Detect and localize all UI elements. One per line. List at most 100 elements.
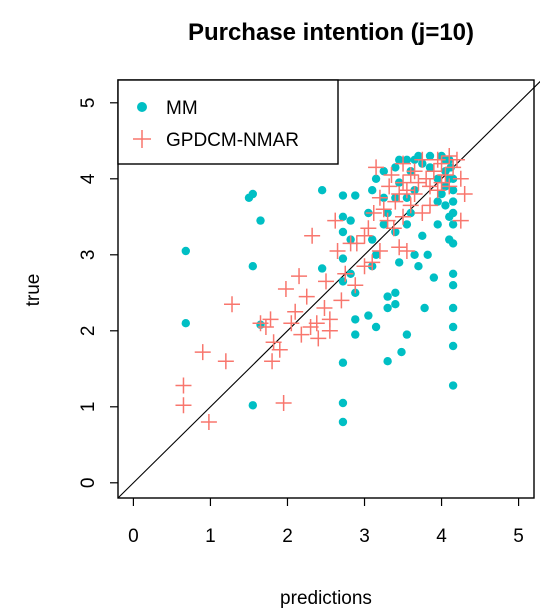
gpdcm-nmar-point: [418, 170, 435, 187]
mm-point: [391, 288, 400, 297]
gpdcm-nmar-point: [265, 334, 282, 351]
gpdcm-nmar-point: [422, 197, 438, 214]
x-axis-tick-label: 2: [282, 526, 293, 547]
gpdcm-nmar-point: [398, 243, 415, 259]
mm-point: [418, 231, 427, 240]
mm-point: [433, 220, 442, 229]
legend-gpdcm-nmar-marker: [133, 130, 151, 148]
gpdcm-nmar-point: [365, 205, 382, 221]
gpdcm-nmar-point: [224, 296, 241, 313]
mm-point: [448, 269, 458, 278]
gpdcm-nmar-point: [391, 239, 408, 256]
mm-point: [448, 303, 458, 313]
mm-point: [394, 258, 404, 267]
gpdcm-nmar-point: [445, 159, 462, 176]
gpdcm-nmar-point: [414, 205, 431, 221]
mm-point: [448, 220, 458, 229]
mm-point: [351, 330, 360, 339]
mm-point: [448, 208, 458, 218]
gpdcm-nmar-point: [406, 163, 423, 180]
mm-point: [379, 220, 388, 229]
gpdcm-nmar-point: [402, 167, 419, 183]
gpdcm-nmar-point: [433, 174, 450, 191]
gpdcm-nmar-point: [262, 311, 279, 328]
mm-point: [391, 300, 400, 309]
x-axis-tick-label: 3: [359, 526, 370, 547]
gpdcm-nmar-point: [395, 155, 412, 172]
gpdcm-nmar-point: [275, 395, 292, 411]
gpdcm-nmar-point: [333, 292, 350, 309]
mm-point: [371, 322, 381, 332]
y-axis-tick-label: 2: [78, 326, 99, 337]
y-axis-tick-label: 1: [78, 402, 99, 413]
gpdcm-nmar-point: [293, 326, 310, 343]
legend-box: [117, 79, 339, 165]
mm-point: [441, 201, 450, 210]
mm-point: [248, 401, 258, 410]
gpdcm-nmar-point: [410, 174, 427, 191]
gpdcm-nmar-point: [441, 148, 458, 164]
mm-point: [364, 311, 373, 320]
gpdcm-nmar-point: [264, 353, 281, 370]
gpdcm-nmar-point: [310, 330, 327, 347]
gpdcm-nmar-point: [433, 155, 450, 172]
mm-point: [429, 273, 439, 282]
mm-point: [433, 197, 442, 206]
gpdcm-nmar-point: [448, 151, 465, 168]
gpdcm-nmar-point: [398, 182, 415, 199]
mm-point: [368, 235, 377, 244]
gpdcm-nmar-point: [283, 315, 300, 332]
y-axis-tick-label: 5: [78, 98, 99, 109]
gpdcm-nmar-point: [364, 254, 381, 271]
gpdcm-nmar-point: [452, 212, 469, 229]
mm-point: [391, 227, 400, 237]
gpdcm-nmar-point: [217, 353, 234, 370]
mm-point: [402, 330, 412, 339]
mm-point: [248, 262, 258, 271]
axes-layer: 0 1 2 3 4 5 0 1 2 3 4 5: [78, 98, 524, 547]
legend-mm-label: MM: [166, 98, 198, 119]
gpdcm-nmar-point: [318, 273, 334, 290]
mm-point: [338, 398, 348, 408]
gpdcm-nmar-point: [422, 178, 438, 195]
gpdcm-nmar-point: [383, 167, 400, 183]
gpdcm-nmar-point: [347, 277, 364, 294]
gpdcm-nmar-point: [329, 243, 346, 259]
mm-point: [414, 151, 423, 161]
gpdcm-nmar-point: [360, 220, 377, 237]
x-axis-tick-label: 0: [128, 526, 139, 547]
mm-point: [338, 358, 348, 367]
mm-point: [414, 262, 423, 271]
gpdcm-nmar-point: [356, 258, 373, 275]
gpdcm-nmar-point: [316, 300, 333, 316]
mm-point: [397, 347, 406, 357]
mm-point: [248, 189, 258, 199]
mm-point: [181, 319, 190, 328]
mm-point: [410, 250, 419, 259]
y-axis-tick-label: 3: [78, 250, 99, 261]
y-axis-tick-label: 0: [78, 478, 99, 489]
mm-point: [425, 151, 435, 161]
mm-point: [437, 189, 446, 199]
mm-point: [346, 216, 355, 225]
gpdcm-nmar-point: [425, 163, 442, 180]
gpdcm-nmar-point: [452, 170, 469, 187]
gpdcm-nmar-point: [298, 288, 315, 305]
mm-point: [448, 322, 458, 332]
gpdcm-nmar-point: [271, 341, 288, 358]
gpdcm-nmar-point: [337, 265, 354, 282]
gpdcm-nmar-point: [456, 186, 473, 202]
gpdcm-nmar-point: [385, 220, 402, 237]
mm-point: [181, 246, 190, 256]
gpdcm-nmar-point: [379, 212, 396, 229]
mm-point: [368, 186, 377, 195]
x-axis-tick-label: 5: [513, 526, 524, 547]
mm-point: [448, 239, 458, 248]
gpdcm-nmar-point: [406, 186, 423, 202]
gpdcm-nmar-point: [402, 197, 419, 214]
reference-line-layer: [117, 80, 540, 499]
gpdcm-nmar-point: [277, 281, 294, 297]
x-axis-label: predictions: [280, 588, 372, 609]
mm-point: [420, 303, 429, 313]
